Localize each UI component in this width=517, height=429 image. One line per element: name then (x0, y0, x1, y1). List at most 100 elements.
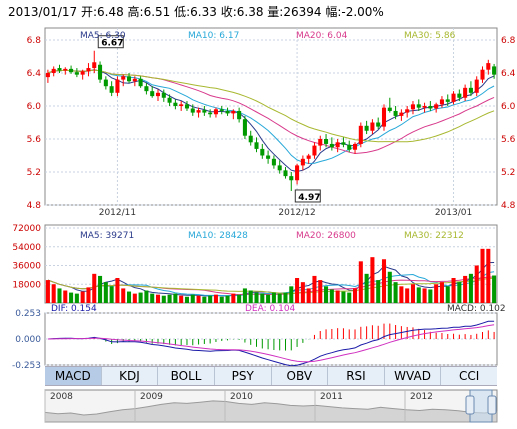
tab-cci[interactable]: CCI (459, 369, 480, 383)
tab-macd[interactable]: MACD (45, 367, 102, 385)
candle-body (109, 86, 114, 93)
candle-body (150, 91, 155, 97)
tab-rsi[interactable]: RSI (328, 367, 385, 385)
volume-bar (492, 275, 497, 303)
candle-body (196, 110, 201, 113)
volume-bar (57, 288, 62, 303)
price-tick-label-left: 5.6 (27, 135, 42, 145)
volume-bar (271, 292, 276, 303)
candle-body (399, 112, 404, 116)
volume-panel-frame (44, 224, 498, 304)
candle-body (457, 93, 462, 98)
indicator-tabs: MACD KDJ BOLL PSY OBV RSI WVAD CCI (45, 366, 497, 386)
volume-bar (451, 278, 456, 303)
volume-bar (74, 293, 79, 303)
candle-body (80, 71, 85, 75)
price-ma-legend: MA10: 6.17 (188, 31, 239, 41)
candle-body (266, 155, 271, 159)
candle-body (63, 68, 68, 71)
candle-body (184, 104, 190, 109)
price-ma10-line (47, 69, 495, 165)
tab-psy[interactable]: PSY (215, 367, 272, 385)
overview-right-handle[interactable] (487, 395, 497, 415)
volume-bar (190, 294, 195, 303)
candle-body (405, 109, 410, 113)
volume-ma-legend: MA5: 39271 (80, 231, 134, 241)
volume-bar (364, 273, 369, 303)
tab-wvad[interactable]: WVAD (385, 367, 442, 385)
price-tick-label-right: 5.6 (501, 135, 516, 145)
macd-value-legend: MACD: 0.102 (447, 304, 506, 314)
volume-bar (289, 286, 294, 303)
candle-body (213, 109, 218, 115)
volume-ma5-line (47, 262, 495, 297)
volume-bar (468, 273, 473, 303)
volume-bar (329, 289, 334, 303)
candle-body (138, 78, 143, 87)
candle-body (364, 125, 369, 131)
macd-tick-label: 0.253 (15, 309, 41, 319)
volume-bar (179, 295, 184, 303)
volume-ma-legend: MA30: 22312 (404, 231, 464, 241)
candle-body (295, 165, 300, 181)
volume-bar (231, 293, 236, 303)
volume-bar (98, 275, 103, 303)
volume-bar (266, 294, 271, 303)
volume-ma-legend: MA10: 28428 (188, 231, 248, 241)
price-annotation-label: 6.67 (101, 39, 123, 49)
volume-bar (405, 288, 410, 303)
candle-body (352, 143, 358, 150)
candle-body (179, 104, 184, 106)
candle-body (422, 106, 427, 108)
candle-body (486, 63, 491, 70)
x-tick-label: 2012/11 (99, 208, 136, 218)
candle-body (463, 87, 468, 98)
volume-bar (439, 282, 444, 303)
overview-left-handle[interactable] (465, 395, 475, 415)
volume-bar (144, 290, 149, 303)
volume-bar (237, 294, 242, 303)
tab-obv[interactable]: OBV (272, 367, 329, 385)
volume-bar (167, 294, 172, 303)
candle-body (434, 104, 439, 109)
volume-bar (254, 292, 259, 303)
tab-boll[interactable]: BOLL (158, 367, 215, 385)
candle-body (161, 92, 166, 98)
candle-body (115, 79, 120, 93)
candle-body (341, 142, 346, 145)
quote-header: 2013/01/17 开:6.48 高:6.51 低:6.33 收:6.38 量… (8, 5, 384, 19)
candle-body (306, 155, 311, 159)
candle-body (86, 68, 91, 72)
volume-bar (45, 280, 50, 303)
volume-bar (248, 290, 253, 303)
price-ma-legend: MA20: 6.04 (296, 31, 348, 41)
volume-bar (335, 290, 340, 303)
price-tick-label-left: 6.4 (27, 69, 42, 79)
macd-dea-legend: DEA: 0.104 (245, 304, 296, 314)
tab-kdj[interactable]: KDJ (102, 367, 159, 385)
candle-body (69, 68, 74, 73)
candle-body (335, 142, 340, 148)
volume-bar (213, 294, 218, 303)
volume-bar (347, 292, 352, 303)
price-tick-label-left: 6.0 (27, 102, 42, 112)
price-ma5-line (47, 69, 495, 173)
volume-bar (428, 289, 433, 303)
price-annotation-box (294, 189, 321, 203)
candle-body (358, 125, 363, 144)
volume-ma30-line (47, 277, 495, 295)
candle-body (51, 68, 56, 73)
volume-bar (138, 292, 143, 303)
candle-body (167, 97, 172, 103)
candle-body (381, 107, 387, 127)
candle-body (416, 104, 421, 108)
volume-tick-label: 72000 (12, 224, 41, 234)
candle-body (98, 64, 103, 80)
volume-bar (422, 288, 427, 303)
volume-bar (103, 282, 108, 303)
volume-bar (474, 265, 479, 303)
candle-body (237, 110, 242, 120)
price-tick-label-right: 6.4 (501, 69, 516, 79)
volume-bar (63, 290, 68, 303)
